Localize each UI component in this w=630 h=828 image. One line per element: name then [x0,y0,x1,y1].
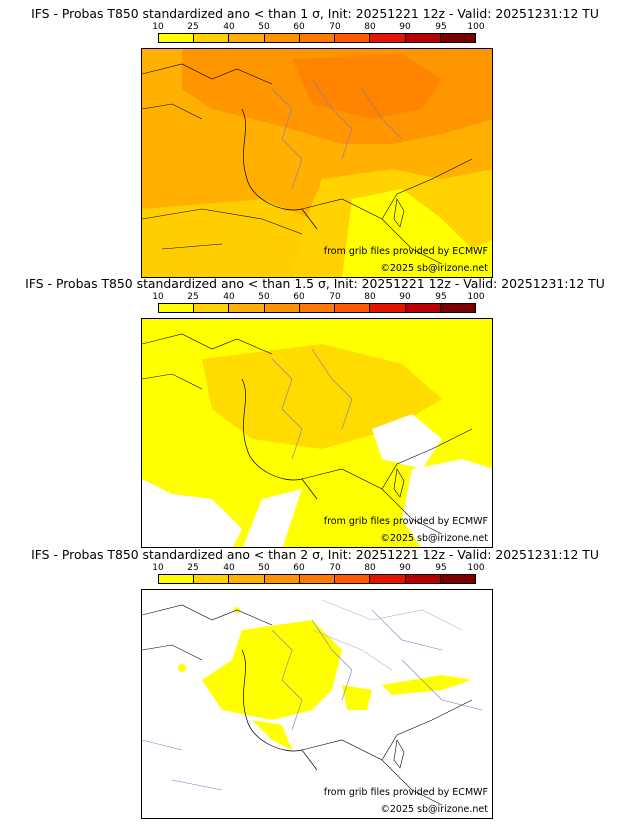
map-panel-1-5sigma: IFS - Probas T850 standardized ano < tha… [0,270,630,548]
tick-label: 70 [329,563,341,573]
colorbar-segment [264,34,300,42]
colorbar-segment [405,575,441,583]
colorbar-ticks: 10 25 40 50 60 70 80 90 95 100 [150,292,484,303]
panel-title: IFS - Probas T850 standardized ano < tha… [31,547,599,562]
copyright-credit: ©2025 sb@irizone.net [380,263,488,274]
tick-label: 25 [187,22,199,32]
copyright-credit: ©2025 sb@irizone.net [380,804,488,815]
colorbar-ticks: 10 25 40 50 60 70 80 90 95 100 [150,22,484,33]
tick-label: 50 [258,22,270,32]
colorbar-segment [440,34,475,42]
tick-label: 40 [223,563,235,573]
colorbar-segment [335,34,371,42]
tick-label: 50 [258,292,270,302]
source-credit: from grib files provided by ECMWF [323,516,488,527]
colorbar-segment [440,304,475,312]
tick-label: 40 [223,22,235,32]
colorbar-segment [159,575,195,583]
map-graphic [142,49,492,277]
map-graphic [142,590,492,818]
colorbar-segment [370,575,406,583]
colorbar [158,574,476,584]
colorbar-segment [405,304,441,312]
map-panel-1sigma: IFS - Probas T850 standardized ano < tha… [0,0,630,280]
colorbar-segment [335,575,371,583]
tick-label: 80 [364,563,376,573]
colorbar-segment [335,304,371,312]
copyright-credit: ©2025 sb@irizone.net [380,533,488,544]
colorbar-segment [229,304,265,312]
colorbar-segment [229,575,265,583]
colorbar-segment [264,575,300,583]
source-credit: from grib files provided by ECMWF [323,787,488,798]
colorbar-segment [264,304,300,312]
tick-label: 90 [399,563,411,573]
tick-label: 80 [364,292,376,302]
colorbar-segment [299,304,336,312]
map-panel-2sigma: IFS - Probas T850 standardized ano < tha… [0,541,630,828]
tick-label: 60 [293,563,305,573]
probability-map: from grib files provided by ECMWF ©2025 … [141,589,493,819]
tick-label: 25 [187,292,199,302]
colorbar-segment [370,34,406,42]
source-credit: from grib files provided by ECMWF [323,246,488,257]
colorbar-segment [299,34,336,42]
colorbar-segment [229,34,265,42]
colorbar [158,303,476,313]
probability-map: from grib files provided by ECMWF ©2025 … [141,318,493,548]
colorbar-segment [299,575,336,583]
tick-label: 95 [435,292,447,302]
tick-label: 10 [152,22,164,32]
tick-label: 95 [435,563,447,573]
panel-title: IFS - Probas T850 standardized ano < tha… [25,276,605,291]
colorbar-segment [370,304,406,312]
tick-label: 25 [187,563,199,573]
colorbar-segment [159,34,195,42]
tick-label: 60 [293,292,305,302]
tick-label: 70 [329,292,341,302]
colorbar-segment [440,575,475,583]
tick-label: 100 [467,292,485,302]
map-graphic [142,319,492,547]
colorbar-segment [194,34,230,42]
tick-label: 60 [293,22,305,32]
tick-label: 40 [223,292,235,302]
tick-label: 50 [258,563,270,573]
colorbar-ticks: 10 25 40 50 60 70 80 90 95 100 [150,563,484,574]
colorbar-segment [159,304,195,312]
probability-map: from grib files provided by ECMWF ©2025 … [141,48,493,278]
tick-label: 90 [399,292,411,302]
colorbar-segment [194,575,230,583]
tick-label: 90 [399,22,411,32]
tick-label: 95 [435,22,447,32]
tick-label: 80 [364,22,376,32]
tick-label: 100 [467,22,485,32]
colorbar-segment [405,34,441,42]
panel-title: IFS - Probas T850 standardized ano < tha… [31,6,599,21]
colorbar [158,33,476,43]
tick-label: 10 [152,563,164,573]
colorbar-segment [194,304,230,312]
tick-label: 70 [329,22,341,32]
tick-label: 10 [152,292,164,302]
tick-label: 100 [467,563,485,573]
